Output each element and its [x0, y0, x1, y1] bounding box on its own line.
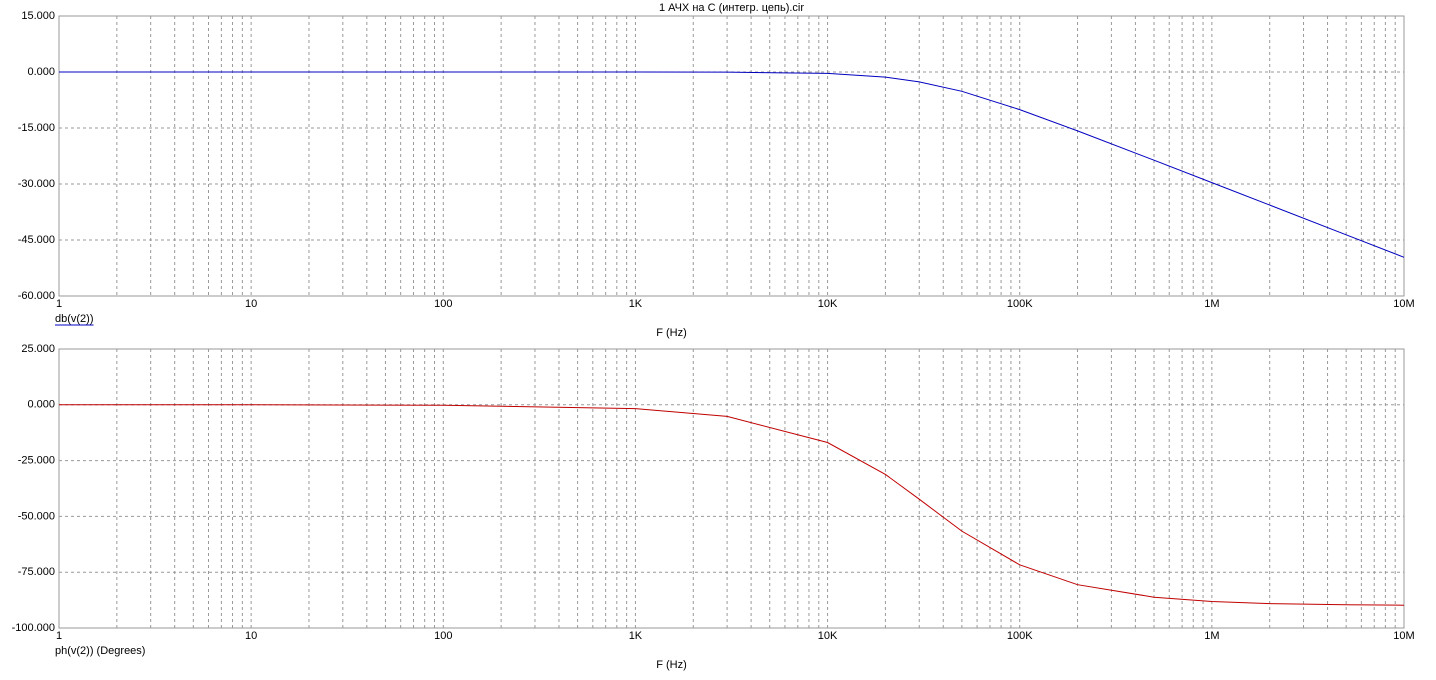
y-tick-label: -15.000	[18, 122, 55, 134]
y-tick-label: 15.000	[21, 10, 55, 22]
y-tick-label: 25.000	[21, 343, 55, 355]
y-tick-label: 0.000	[27, 399, 55, 411]
y-tick-label: -25.000	[18, 455, 55, 467]
y-tick-label: -60.000	[18, 290, 55, 302]
x-tick-label: 10	[245, 630, 257, 642]
series-label: db(v(2))	[55, 313, 94, 325]
y-tick-label: 0.000	[27, 66, 55, 78]
x-tick-label: 100K	[1007, 630, 1033, 642]
x-axis-label: F (Hz)	[656, 327, 687, 339]
x-tick-label: 10K	[818, 298, 838, 310]
x-tick-label: 100	[434, 630, 452, 642]
x-tick-label: 100K	[1007, 298, 1033, 310]
x-tick-label: 100	[434, 298, 452, 310]
x-axis-label: F (Hz)	[656, 659, 687, 671]
series-line	[59, 404, 1405, 606]
y-tick-label: -45.000	[18, 234, 55, 246]
series-label: ph(v(2)) (Degrees)	[55, 645, 145, 657]
plot-frame	[58, 15, 1405, 297]
x-tick-label: 1K	[629, 298, 643, 310]
x-tick-label: 10M	[1393, 630, 1414, 642]
chart-title: 1 АЧХ на C (интегр. цепь).cir	[659, 2, 804, 14]
x-tick-label: 1M	[1204, 630, 1219, 642]
x-tick-label: 1	[56, 298, 62, 310]
x-tick-label: 10K	[818, 630, 838, 642]
x-tick-label: 10	[245, 298, 257, 310]
x-tick-label: 1	[56, 630, 62, 642]
x-tick-label: 10M	[1393, 298, 1414, 310]
x-tick-label: 1M	[1204, 298, 1219, 310]
plot-frame	[58, 348, 1405, 629]
x-tick-label: 1K	[629, 630, 643, 642]
y-tick-label: -30.000	[18, 178, 55, 190]
y-tick-label: -50.000	[18, 510, 55, 522]
y-tick-label: -100.000	[12, 622, 55, 634]
series-line	[59, 71, 1405, 258]
y-tick-label: -75.000	[18, 566, 55, 578]
